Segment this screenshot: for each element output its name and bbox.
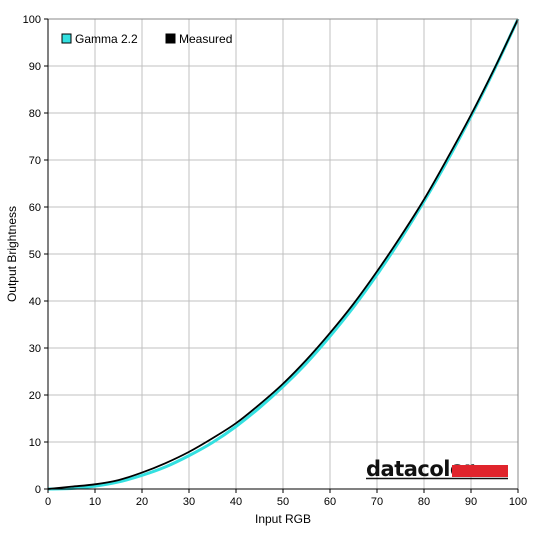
legend-swatch-measured [165, 33, 176, 44]
x-tick-label: 60 [324, 496, 336, 508]
axes [44, 18, 519, 493]
x-tick-label: 100 [509, 496, 527, 508]
y-tick-label: 20 [29, 390, 41, 402]
x-tick-label: 80 [418, 496, 430, 508]
x-tick-label: 0 [45, 496, 51, 508]
x-tick-label: 10 [89, 496, 101, 508]
y-tick-label: 40 [29, 296, 41, 308]
series-line-measured [47, 18, 519, 490]
y-tick-label: 0 [35, 484, 41, 496]
x-tick-label: 90 [465, 496, 477, 508]
y-tick-label: 90 [29, 61, 41, 73]
y-axis-title: Output Brightness [5, 206, 19, 302]
x-tick-label: 70 [371, 496, 383, 508]
y-tick-label: 10 [29, 437, 41, 449]
legend-swatch-gamma-2-2 [61, 33, 72, 44]
legend: Gamma 2.2 Measured [61, 32, 232, 46]
tick-labels: 0 10 20 30 40 50 60 70 80 90 100 0 10 20 30 40 50 60 70 80 9… [23, 14, 528, 508]
series-line-gamma-2-2 [47, 18, 520, 491]
datacolor-logo-bar [452, 465, 508, 477]
y-tick-label: 80 [29, 108, 41, 120]
x-tick-label: 20 [136, 496, 148, 508]
x-tick-label: 30 [183, 496, 195, 508]
x-axis-title: Input RGB [255, 512, 311, 526]
y-tick-label: 70 [29, 155, 41, 167]
legend-label-gamma-2-2: Gamma 2.2 [75, 32, 138, 46]
datacolor-logo: datacolor [366, 457, 508, 481]
grid [48, 18, 519, 489]
y-tick-label: 50 [29, 249, 41, 261]
y-tick-label: 30 [29, 343, 41, 355]
x-tick-label: 50 [277, 496, 289, 508]
x-tick-label: 40 [230, 496, 242, 508]
y-tick-label: 100 [23, 14, 41, 26]
series-lines [47, 18, 520, 491]
legend-label-measured: Measured [179, 32, 232, 46]
y-tick-label: 60 [29, 202, 41, 214]
